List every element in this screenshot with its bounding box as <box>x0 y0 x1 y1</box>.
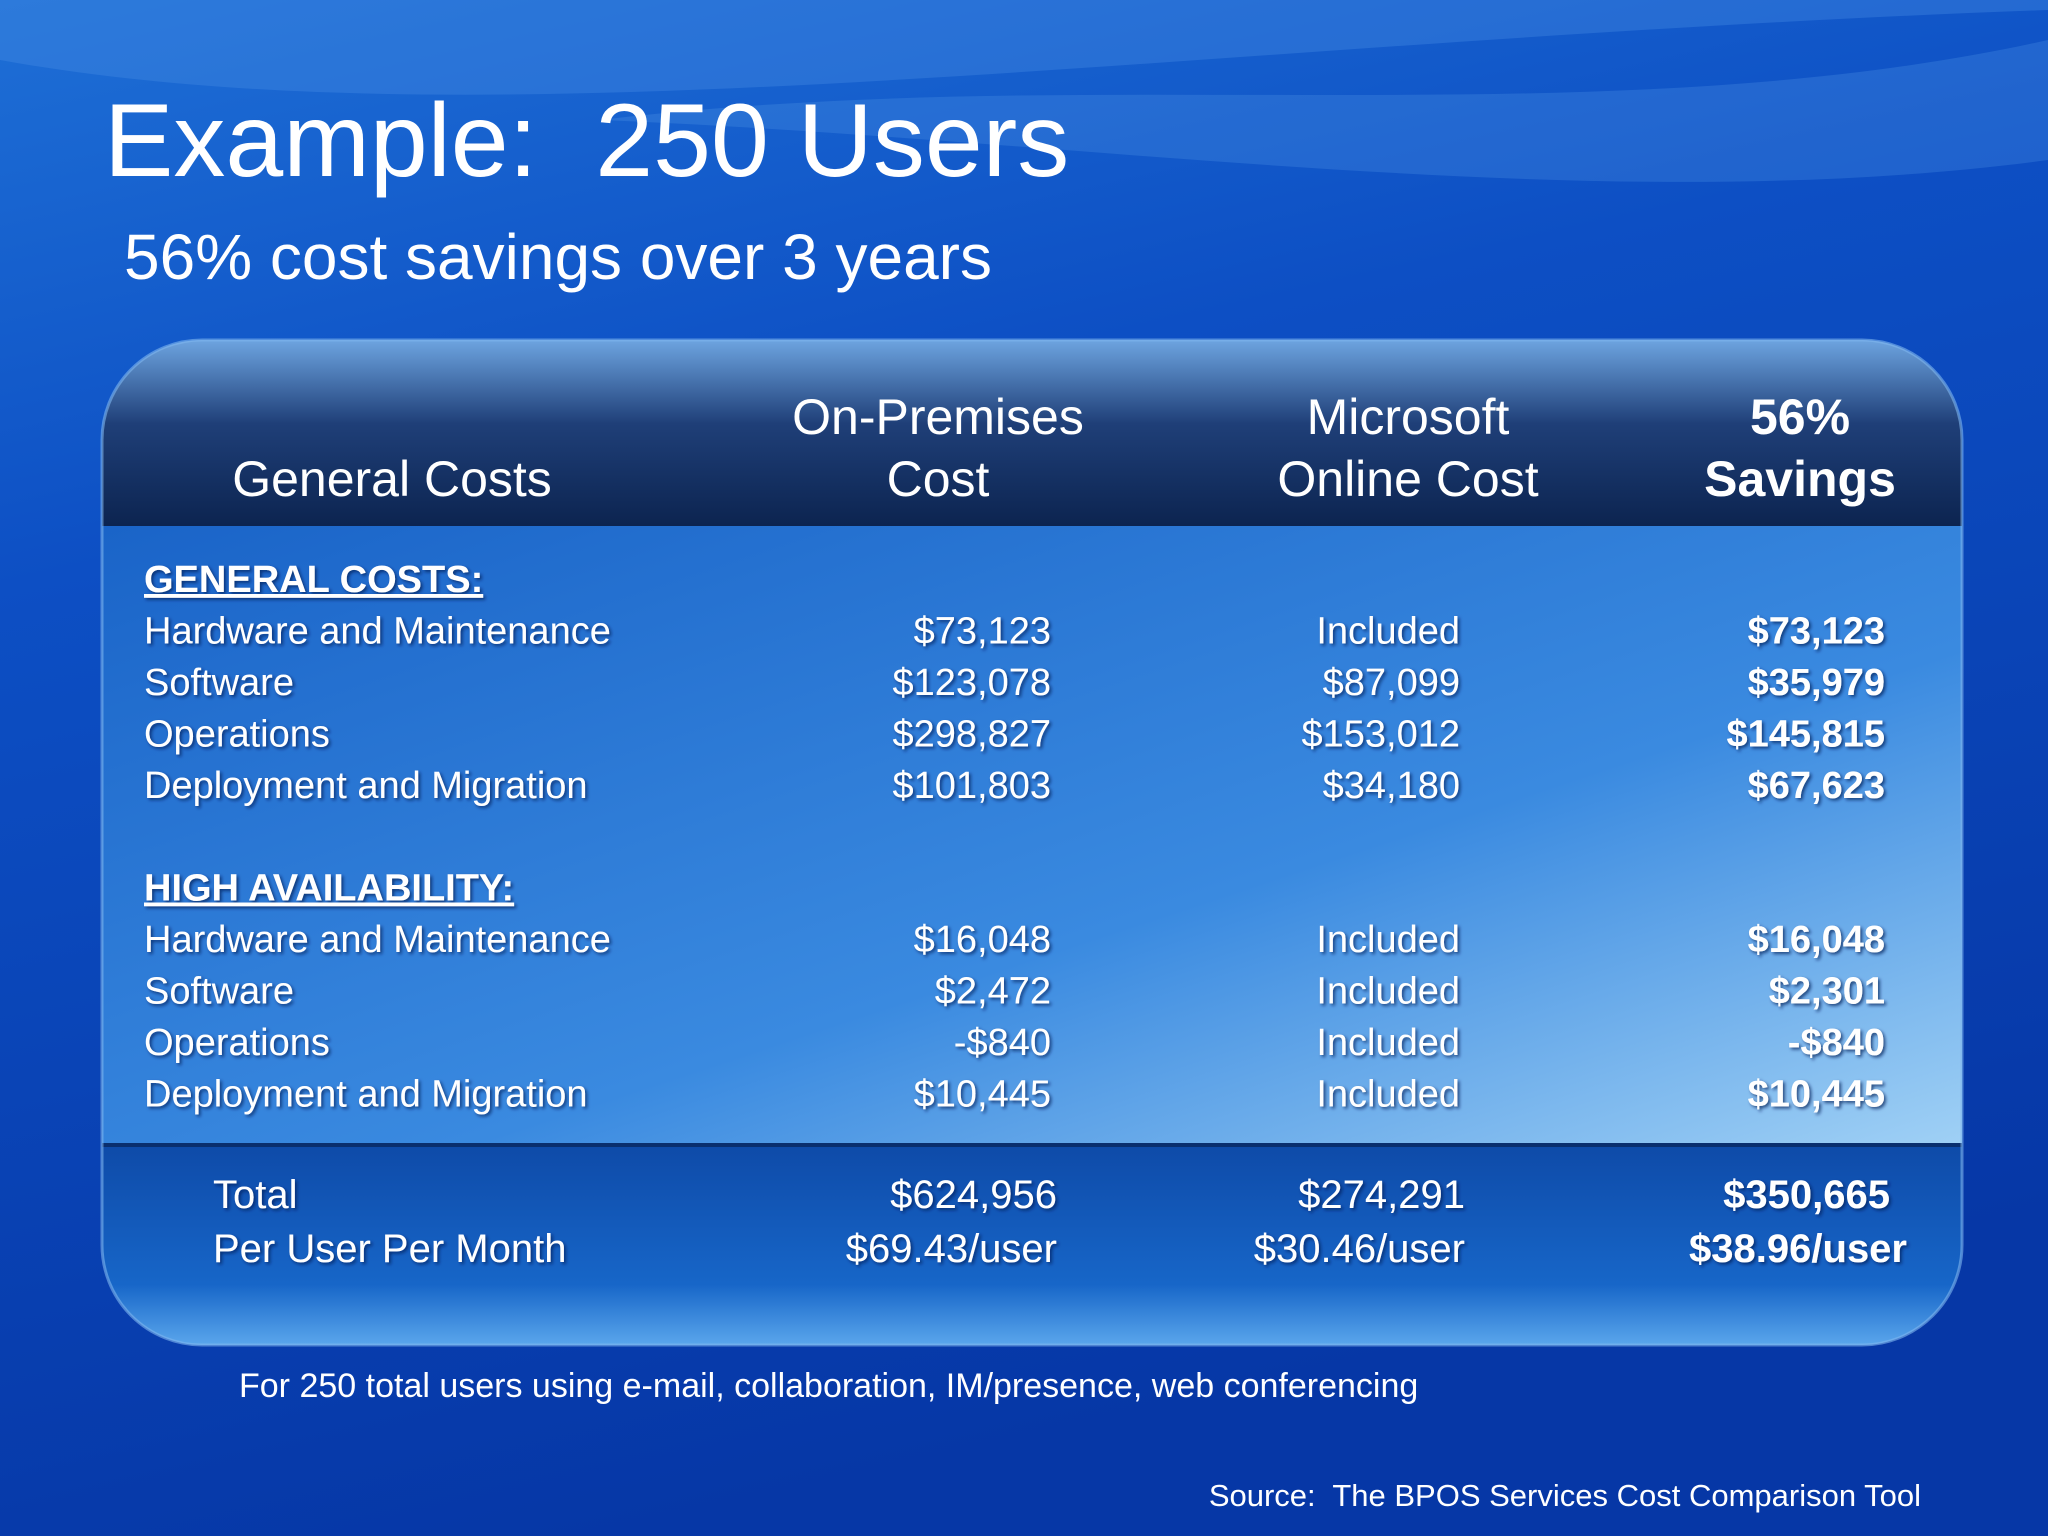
table-cell: Software <box>144 662 294 704</box>
total-cell: $624,956 <box>890 1173 1057 1217</box>
table-cell: $10,445 <box>1748 1074 1885 1116</box>
total-cell: Total <box>213 1173 298 1217</box>
table-cell: Included <box>1316 971 1460 1013</box>
table-cell: $145,815 <box>1727 714 1886 756</box>
table-cell: Hardware and Maintenance <box>144 611 611 653</box>
table-cell: $87,099 <box>1323 662 1460 704</box>
title: Example: 250 Users <box>104 83 1069 199</box>
total-cell: $38.96/user <box>1689 1227 1907 1271</box>
background-swoosh <box>0 0 2048 95</box>
column-header: 56% <box>1750 389 1850 445</box>
table-cell: $35,979 <box>1748 662 1885 704</box>
table-cell: $2,472 <box>935 971 1051 1013</box>
column-header: Online Cost <box>1277 451 1538 507</box>
section-heading: HIGH AVAILABILITY: <box>144 868 514 910</box>
total-band <box>102 1143 1962 1345</box>
table-cell: Included <box>1316 611 1460 653</box>
table-cell: $123,078 <box>893 662 1052 704</box>
subtitle: 56% cost savings over 3 years <box>124 221 992 293</box>
table-cell: Software <box>144 971 294 1013</box>
table-cell: $153,012 <box>1302 714 1461 756</box>
table-cell: $10,445 <box>914 1074 1051 1116</box>
section-heading: GENERAL COSTS: <box>144 559 483 601</box>
column-header: Savings <box>1704 451 1896 507</box>
table-panel <box>102 340 1962 1345</box>
table-cell: $298,827 <box>893 714 1052 756</box>
footnote: For 250 total users using e-mail, collab… <box>239 1367 1418 1405</box>
header-band <box>102 340 1962 526</box>
table-cell: Hardware and Maintenance <box>144 919 611 961</box>
table-cell: Deployment and Migration <box>144 1074 588 1116</box>
table-cell: Included <box>1316 1074 1460 1116</box>
source: Source: The BPOS Services Cost Compariso… <box>1209 1478 1921 1513</box>
total-cell: $30.46/user <box>1254 1227 1465 1271</box>
total-cell: $350,665 <box>1723 1173 1890 1217</box>
total-cell: $274,291 <box>1298 1173 1465 1217</box>
table-cell: Included <box>1316 1022 1460 1064</box>
table-cell: Operations <box>144 714 330 756</box>
table-cell: -$840 <box>1788 1022 1885 1064</box>
background-swoosh <box>600 40 2048 182</box>
total-cell: $69.43/user <box>846 1227 1057 1271</box>
table-cell: $73,123 <box>914 611 1051 653</box>
column-header: Cost <box>887 451 990 507</box>
table-cell: Operations <box>144 1022 330 1064</box>
table-cell: Deployment and Migration <box>144 765 588 807</box>
column-header: General Costs <box>232 451 552 507</box>
table-cell: Included <box>1316 919 1460 961</box>
column-header: Microsoft <box>1307 389 1510 445</box>
column-header: On-Premises <box>792 389 1084 445</box>
table-cell: $67,623 <box>1748 765 1885 807</box>
table-cell: $34,180 <box>1323 765 1460 807</box>
table-cell: $2,301 <box>1769 971 1885 1013</box>
table-cell: $73,123 <box>1748 611 1885 653</box>
total-cell: Per User Per Month <box>213 1227 566 1271</box>
table-cell: $16,048 <box>1748 919 1885 961</box>
table-cell: $16,048 <box>914 919 1051 961</box>
panel-border <box>100 338 1964 1347</box>
table-cell: $101,803 <box>893 765 1052 807</box>
table-cell: -$840 <box>954 1022 1051 1064</box>
body-band <box>102 526 1962 1143</box>
